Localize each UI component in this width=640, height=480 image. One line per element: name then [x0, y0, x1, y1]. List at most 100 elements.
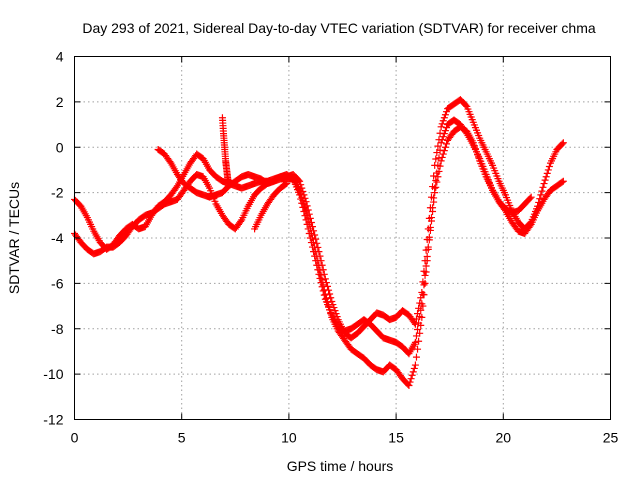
data-point: [526, 222, 534, 230]
data-point: [442, 108, 450, 116]
data-point: [540, 180, 548, 188]
data-point: [425, 233, 433, 241]
data-point: [237, 217, 245, 225]
data-point: [432, 155, 440, 163]
data-point: [423, 253, 431, 261]
data-point: [317, 279, 325, 287]
data-point: [408, 371, 416, 379]
y-tick-label: -6: [51, 275, 64, 291]
data-point: [313, 239, 321, 247]
data-point: [559, 177, 567, 185]
data-point: [298, 199, 306, 207]
data-point: [420, 281, 428, 289]
data-point: [434, 173, 442, 181]
data-point: [320, 291, 328, 299]
x-tick-label: 15: [388, 430, 404, 446]
data-point: [314, 266, 322, 274]
data-point: [439, 150, 447, 158]
y-tick-label: -2: [51, 185, 64, 201]
y-tick-label: -8: [51, 321, 64, 337]
data-point: [303, 220, 311, 228]
data-point: [406, 378, 414, 386]
data-point: [310, 248, 318, 256]
data-point: [414, 345, 422, 353]
data-point: [558, 178, 566, 186]
data-point: [327, 294, 335, 302]
data-point: [326, 290, 334, 298]
y-tick-label: 0: [56, 139, 64, 155]
data-point: [282, 180, 290, 188]
data-point: [300, 208, 308, 216]
data-point: [440, 114, 448, 122]
data-point: [439, 117, 447, 125]
data-point: [543, 169, 551, 177]
data-point: [441, 111, 449, 119]
data-point: [418, 300, 426, 308]
data-point: [415, 337, 423, 345]
data-point: [537, 191, 545, 199]
data-point: [542, 173, 550, 181]
data-point: [427, 214, 435, 222]
data-point: [440, 130, 448, 138]
data-point: [301, 212, 309, 220]
data-point: [439, 133, 447, 141]
data-point: [319, 287, 327, 295]
data-point: [313, 261, 321, 269]
data-point: [296, 191, 304, 199]
x-tick-label: 10: [281, 430, 297, 446]
data-point: [331, 307, 339, 315]
data-point: [438, 120, 446, 128]
grid-lines: [74, 56, 611, 420]
data-point: [318, 283, 326, 291]
data-point: [435, 154, 443, 162]
axis-ticks: 0 5 10 15 20 25 -12 -10 -8 -6 -4 -2 0 2 4: [43, 49, 618, 446]
data-point: [431, 184, 439, 192]
series-track-d: [251, 180, 291, 233]
data-point: [315, 270, 323, 278]
data-point: [442, 124, 450, 132]
x-axis-label: GPS time / hours: [287, 458, 394, 474]
data-point: [426, 223, 434, 231]
data-point: [437, 139, 445, 147]
data-point: [307, 239, 315, 247]
data-point: [558, 140, 566, 148]
data-point: [539, 183, 547, 191]
data-markers: [71, 96, 567, 389]
data-point: [311, 252, 319, 260]
data-point: [433, 178, 441, 186]
data-point: [410, 364, 418, 372]
data-point: [462, 101, 470, 109]
data-point: [544, 166, 552, 174]
data-point: [305, 229, 313, 237]
data-point: [433, 169, 441, 177]
data-point: [434, 142, 442, 150]
x-tick-label: 25: [603, 430, 619, 446]
series-track-e: [218, 114, 233, 188]
data-point: [412, 353, 420, 361]
data-point: [545, 163, 553, 171]
data-point: [526, 194, 534, 202]
data-point: [421, 271, 429, 279]
data-point: [409, 368, 417, 376]
data-point: [297, 195, 305, 203]
data-point: [312, 257, 320, 265]
data-point: [308, 243, 316, 251]
data-point: [414, 326, 422, 334]
data-point: [412, 332, 420, 340]
data-point: [302, 216, 310, 224]
data-point: [437, 123, 445, 131]
data-point: [430, 194, 438, 202]
data-point: [422, 262, 430, 270]
y-tick-label: 4: [56, 49, 64, 65]
y-tick-label: 2: [56, 94, 64, 110]
x-tick-label: 0: [71, 430, 79, 446]
y-tick-label: -4: [51, 230, 64, 246]
data-point: [442, 140, 450, 148]
x-tick-label: 5: [178, 430, 186, 446]
data-point: [432, 183, 440, 191]
data-point: [422, 268, 430, 276]
data-point: [559, 139, 567, 147]
y-axis-label: SDTVAR / TECUs: [6, 182, 22, 294]
data-point: [436, 146, 444, 154]
